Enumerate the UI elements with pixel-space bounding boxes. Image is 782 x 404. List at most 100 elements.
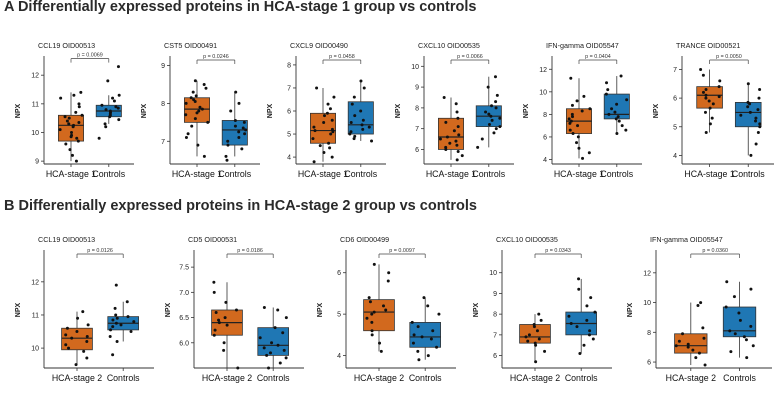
data-point [620,124,624,128]
data-point [593,310,597,314]
data-point [758,125,762,129]
y-tick-label: 4 [673,153,677,160]
data-point [67,116,71,120]
x-tick-label: HCA-stage 2 [52,373,102,383]
data-point [444,120,448,124]
data-point [498,116,502,120]
data-point [191,90,195,94]
data-point [718,79,722,83]
data-point [701,326,705,330]
x-tick-label: Controls [723,373,756,383]
data-point [361,127,365,131]
data-point [460,154,464,158]
box-rect [184,97,211,123]
data-point [372,262,376,266]
data-point [717,95,721,99]
data-point [108,335,112,339]
y-tick-label: 7 [493,332,497,339]
y-tick-label: 12 [539,67,547,74]
data-point [697,351,701,355]
data-point [116,65,120,69]
data-point [119,323,123,327]
data-point [113,306,117,310]
data-point [72,93,76,97]
y-tick-label: 11 [32,312,39,319]
data-point [68,148,72,152]
data-point [192,98,196,102]
data-point [111,325,115,329]
data-point [200,107,204,111]
data-point [115,339,119,343]
data-point [704,93,708,97]
section-a-heading: A Differentially expressed proteins in H… [4,0,477,15]
data-point [756,108,760,112]
x-tick-label: Controls [92,169,125,179]
data-point [746,100,750,104]
data-point [217,318,221,322]
y-tick-label: 6.5 [179,315,189,322]
chart-title: CD6 OID00499 [340,235,389,244]
x-tick-label: Controls [344,169,377,179]
data-point [322,121,326,125]
y-tick-label: 8 [543,112,547,119]
data-point [359,79,363,83]
y-tick-label: 10 [489,270,497,277]
data-point [326,102,330,106]
data-point [445,135,449,139]
x-tick-label: HCA-stage 1 [46,169,96,179]
chart-title: IFN-gamma OID05547 [546,41,619,50]
data-point [198,105,202,109]
data-point [580,109,584,113]
x-tick-label: HCA-stage 2 [354,373,404,383]
data-point [125,300,129,304]
data-point [604,92,608,96]
data-point [276,343,280,347]
chart-panel: CD5 OID00531 NPX 6.0 6.5 7.0 7.5 HCA-stage 2 Co… [165,235,304,383]
data-point [384,308,388,312]
data-point [490,118,494,122]
x-tick-label: HCA-stage 1 [298,169,348,179]
y-tick-label: 7 [415,126,419,133]
x-tick-label: Controls [409,373,442,383]
data-point [64,142,68,146]
data-point [702,336,706,340]
data-point [674,344,678,348]
p-value-label: p = 0.0126 [87,248,113,254]
data-point [270,341,274,345]
data-point [195,111,199,115]
y-tick-label: 9 [415,85,419,92]
data-point [184,113,188,117]
y-tick-label: 9 [493,291,497,298]
y-tick-label: 12 [643,270,651,277]
data-point [381,304,385,308]
data-point [452,129,456,133]
data-point [437,312,441,316]
data-point [273,326,277,330]
y-tick-label: 5 [287,132,291,139]
y-axis-label: NPX [395,103,402,118]
data-point [456,150,460,154]
data-point [204,86,208,90]
data-point [476,145,480,149]
data-point [70,133,74,137]
data-point [77,102,81,106]
data-point [362,86,366,90]
data-point [322,114,326,118]
data-point [112,99,116,103]
data-point [570,103,574,107]
data-point [457,133,461,137]
data-point [487,112,491,116]
data-point [429,337,433,341]
data-point [186,132,190,136]
data-point [728,329,732,333]
data-point [754,142,758,146]
y-axis-label: NPX [15,302,22,317]
y-tick-label: 6 [337,270,341,277]
data-point [617,119,621,123]
data-point [606,88,610,92]
data-point [81,310,85,314]
data-point [76,139,80,143]
data-point [197,109,201,113]
data-point [106,79,110,83]
data-point [361,118,365,122]
